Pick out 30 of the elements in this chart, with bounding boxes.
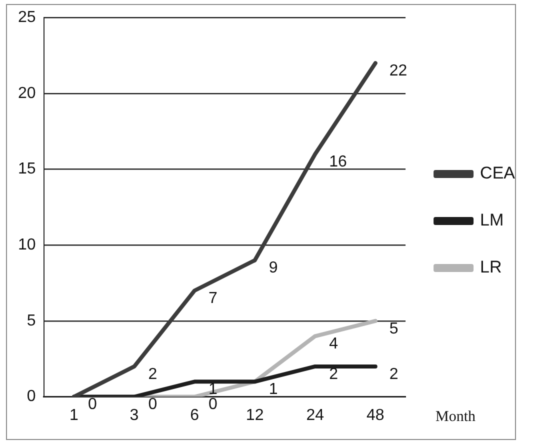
legend-label: CEA [480, 164, 516, 183]
data-label: 4 [329, 336, 338, 353]
x-tick-label: 48 [366, 406, 384, 424]
data-label: 7 [208, 290, 218, 308]
x-tick-label: 3 [130, 406, 139, 424]
data-label: 0 [88, 396, 97, 414]
data-label: 22 [389, 62, 408, 80]
data-label: 1 [208, 381, 218, 398]
data-label: 2 [148, 366, 158, 383]
x-tick-label: 6 [190, 406, 200, 424]
y-tick-label: 0 [26, 388, 36, 406]
y-tick-label: 5 [26, 312, 36, 330]
legend-label: LR [480, 258, 502, 277]
data-label: 5 [389, 320, 398, 338]
y-tick-label: 15 [18, 160, 36, 178]
data-label: 2 [329, 366, 338, 383]
data-label: 16 [329, 154, 348, 171]
y-tick-label: 25 [18, 9, 36, 26]
x-tick-label: 24 [306, 406, 324, 424]
x-tick-label: 1 [69, 406, 78, 424]
data-label: 0 [148, 396, 158, 414]
y-tick-label: 10 [18, 236, 36, 254]
data-label: 2 [389, 366, 398, 383]
data-label: 1 [268, 381, 278, 398]
y-tick-label: 20 [18, 84, 36, 102]
x-tick-label: 12 [246, 406, 264, 424]
data-label: 0 [208, 396, 218, 414]
legend-label: LM [480, 210, 504, 230]
data-label: 9 [268, 260, 278, 277]
x-axis-title: Month [436, 408, 476, 426]
